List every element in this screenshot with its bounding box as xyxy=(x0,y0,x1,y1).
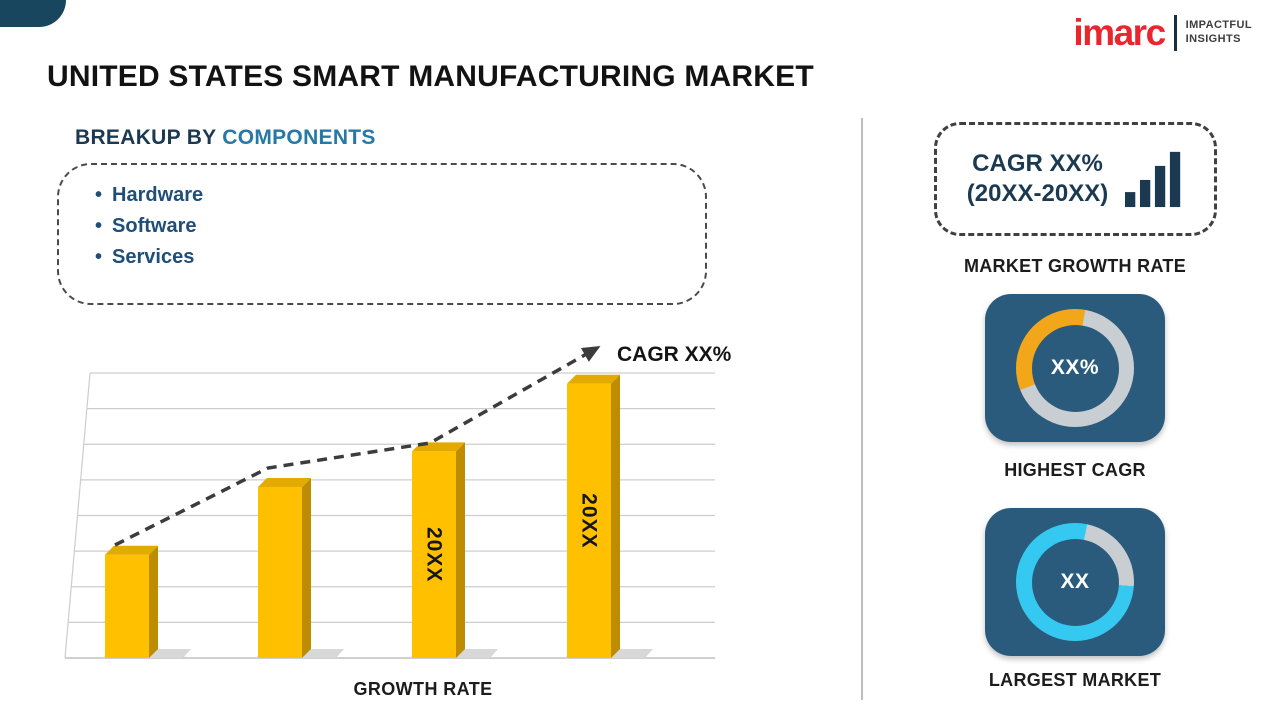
corner-accent-shape xyxy=(0,0,66,27)
growth-bars-icon xyxy=(1125,151,1181,208)
bar-group: 20XX xyxy=(410,442,498,658)
cagr-value-text: CAGR XX% (20XX-20XX) xyxy=(967,149,1108,209)
largest-market-card: XX xyxy=(985,508,1165,656)
largest-market-label: LARGEST MARKET xyxy=(988,670,1162,690)
logo-tagline: IMPACTFUL INSIGHTS xyxy=(1186,19,1252,47)
bar-year-label: 20XX xyxy=(423,527,446,582)
breakup-heading: BREAKUP BY COMPONENTS xyxy=(75,126,376,150)
bar-chart-svg: 20XX 20XX CAGR XX% xyxy=(64,343,732,659)
market-growth-rate-box: CAGR XX% (20XX-20XX) xyxy=(934,122,1217,236)
component-item: Software xyxy=(95,211,685,242)
logo-tagline-line1: IMPACTFUL xyxy=(1185,18,1252,31)
bar-chart: 20XX 20XX CAGR XX% xyxy=(60,330,740,698)
components-list: HardwareSoftwareServices xyxy=(95,180,685,273)
component-item: Services xyxy=(95,242,685,273)
logo-separator xyxy=(1173,14,1177,51)
chart-bars: 20XX 20XX xyxy=(103,374,653,658)
bar-group: 20XX xyxy=(565,374,653,658)
highest-cagr-card: XX% xyxy=(985,294,1165,442)
component-item: Hardware xyxy=(95,180,685,211)
vertical-divider xyxy=(861,118,863,700)
bar-group xyxy=(256,478,344,658)
breakup-heading-highlight: COMPONENTS xyxy=(222,126,376,149)
page-title: UNITED STATES SMART MANUFACTURING MARKET xyxy=(47,60,814,93)
breakup-heading-prefix: BREAKUP BY xyxy=(75,126,223,149)
bar-group xyxy=(103,545,191,658)
highest-cagr-donut-chart: XX% xyxy=(1016,309,1134,427)
highest-cagr-value: XX% xyxy=(1031,324,1119,412)
chart-gridlines xyxy=(64,372,715,659)
imarc-logo: imarc IMPACTFUL INSIGHTS xyxy=(1073,14,1252,51)
bar-year-label: 20XX xyxy=(578,493,601,548)
cagr-line1: CAGR XX% xyxy=(972,150,1103,177)
x-axis-label: GROWTH RATE xyxy=(353,679,493,699)
components-box: HardwareSoftwareServices xyxy=(57,163,707,305)
logo-brand-text: imarc xyxy=(1073,12,1166,53)
trend-line xyxy=(114,346,601,547)
largest-market-donut-chart: XX xyxy=(1016,523,1134,641)
cagr-annotation: CAGR XX% xyxy=(617,343,732,366)
logo-tagline-line2: INSIGHTS xyxy=(1185,32,1241,45)
largest-market-value: XX xyxy=(1031,538,1119,626)
cagr-line2: (20XX-20XX) xyxy=(966,180,1109,207)
market-growth-rate-label: MARKET GROWTH RATE xyxy=(963,256,1187,276)
highest-cagr-label: HIGHEST CAGR xyxy=(1004,460,1146,480)
